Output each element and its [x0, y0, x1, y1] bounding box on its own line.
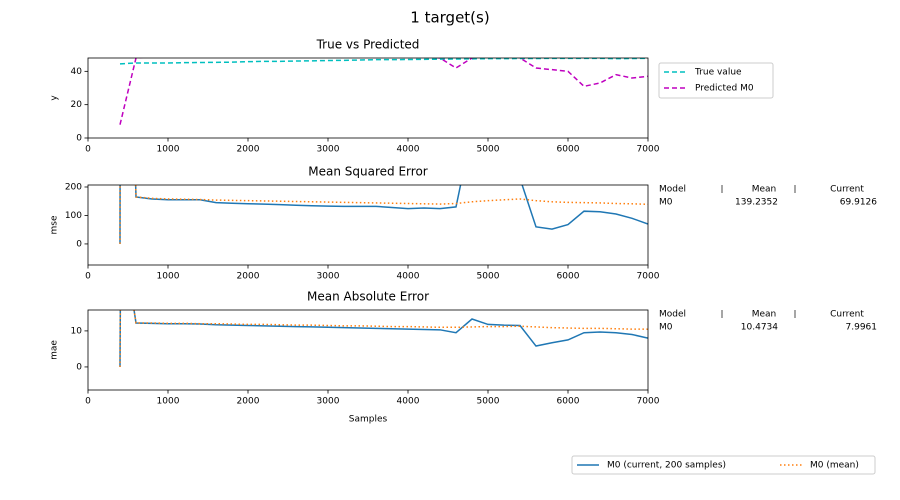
table-cell: 69.9126	[840, 198, 877, 208]
x-tick-label: 1000	[157, 272, 180, 282]
x-tick-label: 0	[85, 397, 91, 407]
legend: True value Predicted M0	[658, 62, 774, 99]
y-tick-label: 20	[71, 100, 83, 110]
x-tick-label: 2000	[237, 397, 260, 407]
table-cell: 7.9961	[846, 323, 878, 333]
axes-frame	[87, 184, 649, 266]
x-tick-label: 6000	[557, 397, 580, 407]
y-tick-label: 0	[76, 239, 82, 249]
series-line	[119, 58, 648, 125]
y-axis-label: mse	[50, 215, 60, 234]
legend-label: M0 (mean)	[810, 461, 859, 471]
x-tick-label: 2000	[237, 145, 260, 155]
table-cell: M0	[659, 198, 673, 208]
series-line	[119, 185, 648, 244]
table-header: Current	[830, 185, 864, 195]
x-tick-label: 1000	[157, 397, 180, 407]
legend-label: Predicted M0	[695, 84, 754, 94]
chart-title: Mean Absolute Error	[307, 290, 429, 304]
table-cell: 10.4734	[741, 323, 778, 333]
chart-title: True vs Predicted	[316, 38, 420, 52]
axes-frame	[87, 309, 649, 391]
table-header: Mean	[752, 185, 777, 195]
axes-frame	[87, 57, 649, 139]
x-tick-label: 5000	[477, 397, 500, 407]
legend: M0 (current, 200 samples) M0 (mean)	[571, 455, 876, 475]
x-tick-label: 7000	[637, 145, 660, 155]
table-header: Model	[659, 185, 686, 195]
x-tick-label: 6000	[557, 145, 580, 155]
y-tick-label: 0	[76, 134, 82, 144]
x-tick-label: 7000	[637, 397, 660, 407]
x-tick-label: 3000	[317, 272, 340, 282]
y-axis-label: mae	[50, 340, 60, 360]
x-tick-label: 2000	[237, 272, 260, 282]
chart-title: Mean Squared Error	[308, 165, 428, 179]
series-line	[119, 58, 648, 65]
x-tick-label: 3000	[317, 145, 340, 155]
figure-title: 1 target(s)	[410, 9, 489, 27]
y-tick-label: 0	[76, 362, 82, 372]
legend-label: M0 (current, 200 samples)	[607, 461, 726, 471]
x-tick-label: 5000	[477, 145, 500, 155]
y-tick-label: 100	[65, 211, 82, 221]
series-line	[119, 310, 648, 367]
table-header: Model	[659, 310, 686, 320]
legend-box	[571, 455, 876, 475]
y-tick-label: 10	[71, 326, 83, 336]
y-axis-label: y	[50, 95, 60, 101]
x-tick-label: 5000	[477, 272, 500, 282]
x-tick-label: 7000	[637, 272, 660, 282]
legend-label: True value	[694, 68, 742, 78]
table-header: Current	[830, 310, 864, 320]
x-tick-label: 6000	[557, 272, 580, 282]
x-tick-label: 0	[85, 145, 91, 155]
x-axis-label: Samples	[349, 415, 388, 425]
x-tick-label: 0	[85, 272, 91, 282]
table-cell: M0	[659, 323, 673, 333]
legend-box	[658, 62, 774, 99]
y-tick-label: 200	[65, 182, 82, 192]
series-line	[119, 185, 648, 244]
y-tick-label: 40	[71, 67, 83, 77]
table-header: Mean	[752, 310, 777, 320]
x-tick-label: 4000	[397, 272, 420, 282]
table-cell: 139.2352	[735, 198, 778, 208]
x-tick-label: 4000	[397, 145, 420, 155]
x-tick-label: 1000	[157, 145, 180, 155]
x-tick-label: 4000	[397, 397, 420, 407]
x-tick-label: 3000	[317, 397, 340, 407]
